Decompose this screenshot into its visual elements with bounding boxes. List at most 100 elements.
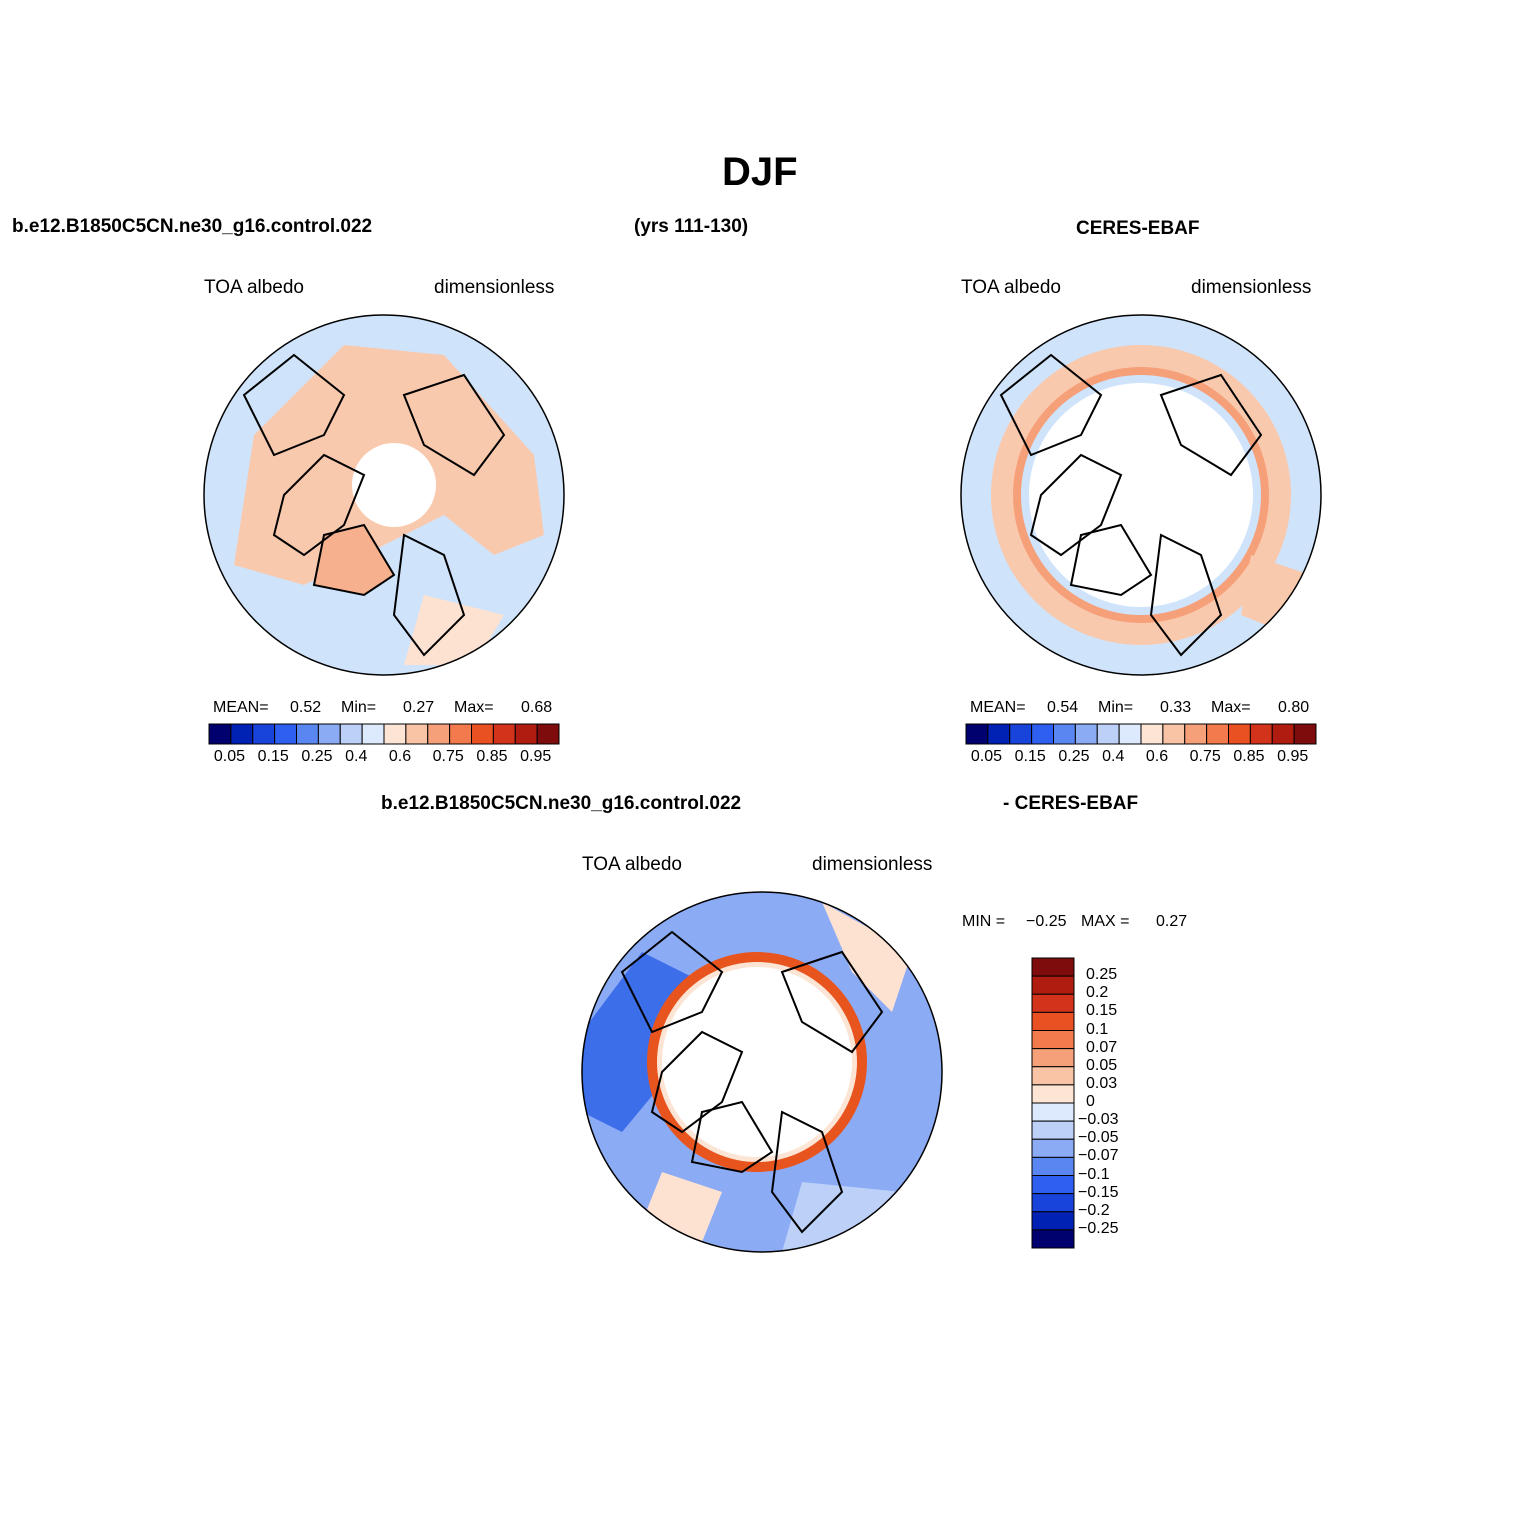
model-max-value: 0.68 — [521, 699, 553, 716]
diff-min-label: MIN = — [962, 913, 1006, 930]
page-title: DJF — [722, 150, 798, 194]
colorbar-tick-label: 0.75 — [1189, 748, 1221, 765]
colorbar-tick-label: 0.4 — [345, 748, 368, 765]
colorbar-swatch — [1031, 1156, 1075, 1176]
colorbar-tick-label: −0.2 — [1078, 1201, 1110, 1219]
colorbar-tick-label: 0.2 — [1086, 984, 1109, 1002]
colorbar-swatch — [1031, 1229, 1075, 1249]
obs-mean-label: MEAN= — [970, 699, 1026, 716]
obs-units-label: dimensionless — [1191, 277, 1312, 298]
colorbar-swatch — [1031, 975, 1075, 995]
diff-var-label: TOA albedo — [582, 854, 683, 875]
colorbar-tick-label: −0.05 — [1078, 1129, 1119, 1147]
colorbar-tick-label: 0.85 — [476, 748, 508, 765]
colorbar-swatch — [514, 723, 538, 745]
model-mean-label: MEAN= — [213, 699, 269, 716]
colorbar-swatch — [1031, 1193, 1075, 1213]
obs-var-label: TOA albedo — [961, 277, 1062, 298]
colorbar-tick-label: 0.05 — [213, 748, 246, 765]
diff-colorbar — [1031, 957, 1075, 1249]
colorbar-swatch — [1031, 1011, 1075, 1031]
model-min-label: Min= — [341, 699, 377, 716]
colorbar-tick-label: −0.15 — [1078, 1183, 1119, 1201]
obs-max-label: Max= — [1211, 699, 1251, 716]
obs-name: CERES-EBAF — [1076, 218, 1200, 239]
colorbar-swatch — [1031, 723, 1054, 745]
diff-case-name: b.e12.B1850C5CN.ne30_g16.control.022 — [381, 793, 742, 814]
colorbar-swatch — [1053, 723, 1076, 745]
colorbar-swatch — [1228, 723, 1251, 745]
colorbar-swatch — [471, 723, 494, 745]
diff-obs-name: - CERES-EBAF — [1003, 793, 1139, 814]
colorbar-swatch — [1031, 1175, 1075, 1195]
colorbar-swatch — [1031, 1066, 1075, 1086]
obs-min-value: 0.33 — [1160, 699, 1192, 716]
colorbar-swatch — [1293, 723, 1317, 745]
obs-map — [960, 314, 1322, 676]
colorbar-swatch — [1031, 1138, 1075, 1158]
colorbar-swatch — [1031, 957, 1075, 977]
diff-units-label: dimensionless — [812, 854, 933, 875]
colorbar-tick-label: 0.15 — [1086, 1002, 1118, 1020]
colorbar-tick-label: 0.05 — [970, 748, 1003, 765]
diff-max-label: MAX = — [1081, 913, 1130, 930]
colorbar-swatch — [1031, 1084, 1075, 1104]
colorbar-swatch — [208, 723, 232, 745]
obs-mean-value: 0.54 — [1047, 699, 1079, 716]
colorbar-tick-label: 0.03 — [1086, 1074, 1118, 1092]
colorbar-tick-label: 0.07 — [1086, 1038, 1118, 1056]
difference-map — [581, 891, 943, 1253]
colorbar-swatch — [252, 723, 276, 745]
colorbar-swatch — [274, 723, 297, 745]
colorbar-swatch — [1184, 723, 1208, 745]
obs-colorbar — [965, 723, 1317, 745]
obs-min-label: Min= — [1098, 699, 1134, 716]
colorbar-swatch — [492, 723, 516, 745]
model-max-label: Max= — [454, 699, 494, 716]
colorbar-tick-label: 0.15 — [257, 748, 289, 765]
colorbar-tick-label: 0.25 — [1058, 748, 1090, 765]
obs-colorbar-labels: 0.05 0.15 0.25 0.4 0.6 0.75 0.85 0.95 — [966, 748, 1316, 770]
colorbar-swatch — [965, 723, 989, 745]
colorbar-tick-label: −0.1 — [1078, 1165, 1110, 1183]
colorbar-swatch — [536, 723, 560, 745]
colorbar-tick-label: 0.4 — [1102, 748, 1125, 765]
model-units-label: dimensionless — [434, 277, 555, 298]
colorbar-tick-label: 0.05 — [1086, 1056, 1118, 1074]
colorbar-swatch — [1271, 723, 1295, 745]
case-name: b.e12.B1850C5CN.ne30_g16.control.022 — [12, 216, 373, 237]
colorbar-swatch — [987, 723, 1011, 745]
model-colorbar-labels: 0.05 0.15 0.25 0.4 0.6 0.75 0.85 0.95 — [209, 748, 559, 770]
colorbar-swatch — [449, 723, 472, 745]
model-colorbar — [208, 723, 560, 745]
colorbar-swatch — [1206, 723, 1229, 745]
model-var-label: TOA albedo — [204, 277, 305, 298]
colorbar-swatch — [1074, 723, 1098, 745]
diff-max-value: 0.27 — [1156, 913, 1188, 930]
colorbar-swatch — [405, 723, 429, 745]
colorbar-swatch — [1031, 1048, 1075, 1068]
colorbar-swatch — [1031, 993, 1075, 1013]
colorbar-tick-label: 0.85 — [1233, 748, 1265, 765]
years-label: (yrs 111-130) — [634, 216, 749, 237]
colorbar-swatch — [1096, 723, 1120, 745]
colorbar-tick-label: 0.95 — [1277, 748, 1309, 765]
colorbar-tick-label: −0.03 — [1078, 1111, 1119, 1129]
colorbar-tick-label: 0.25 — [1086, 966, 1118, 984]
colorbar-swatch — [1031, 1120, 1075, 1140]
obs-max-value: 0.80 — [1278, 699, 1310, 716]
colorbar-tick-label: 0.95 — [520, 748, 552, 765]
colorbar-tick-label: 0.6 — [388, 748, 412, 765]
colorbar-swatch — [1140, 723, 1164, 745]
colorbar-swatch — [361, 723, 385, 745]
colorbar-swatch — [317, 723, 341, 745]
colorbar-swatch — [296, 723, 319, 745]
colorbar-swatch — [1031, 1030, 1075, 1050]
colorbar-swatch — [339, 723, 363, 745]
colorbar-swatch — [1031, 1211, 1075, 1231]
diff-min-value: −0.25 — [1026, 913, 1067, 930]
colorbar-tick-label: −0.25 — [1078, 1219, 1119, 1237]
model-mean-value: 0.52 — [290, 699, 322, 716]
diff-colorbar-labels: 0.25 0.2 0.15 0.1 0.07 0.05 0.03 0 −0.03 −0.05 −0.… — [1078, 958, 1148, 1248]
colorbar-tick-label: 0.1 — [1086, 1020, 1109, 1038]
